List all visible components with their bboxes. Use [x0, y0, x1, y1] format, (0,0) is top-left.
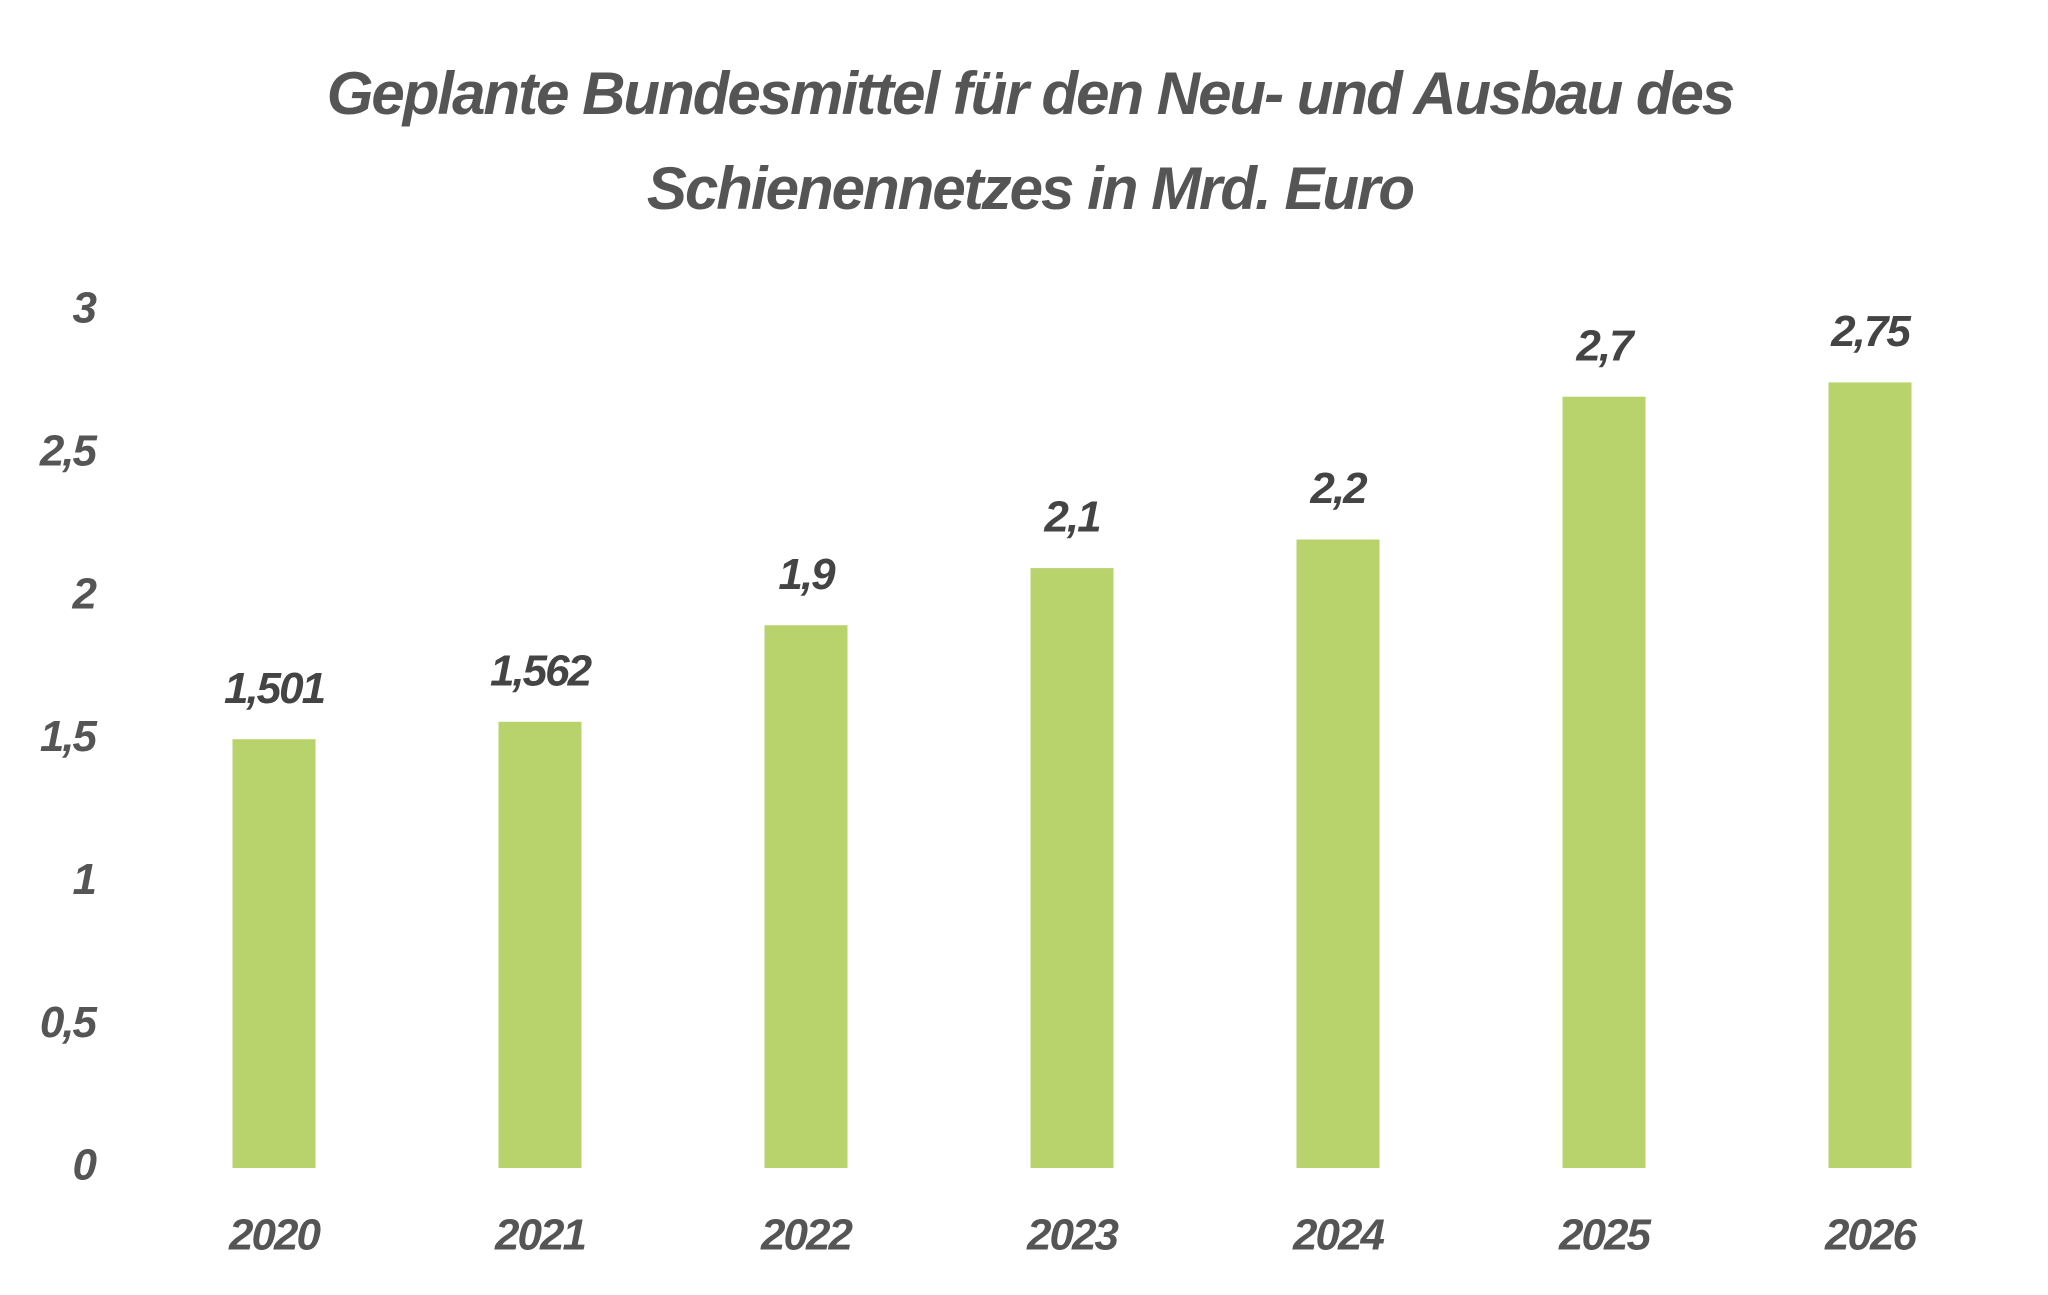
bar [1828, 382, 1912, 1169]
y-tick-label: 3 [73, 284, 97, 333]
y-tick-label: 2,5 [39, 426, 98, 475]
data-label: 2,7 [1575, 321, 1636, 370]
bar [232, 739, 316, 1168]
x-tick-label: 2021 [494, 1211, 585, 1260]
bar [1296, 539, 1380, 1168]
data-label: 1,562 [490, 646, 593, 695]
y-tick-label: 2 [72, 569, 98, 618]
x-tick-label: 2020 [228, 1211, 321, 1260]
data-label: 2,75 [1830, 307, 1911, 356]
bar [764, 625, 848, 1168]
y-tick-label: 0 [73, 1141, 98, 1190]
y-tick-label: 1 [73, 855, 96, 904]
x-tick-label: 2025 [1558, 1211, 1651, 1260]
bar [1562, 396, 1646, 1168]
data-label: 1,501 [224, 664, 325, 713]
data-label: 1,9 [778, 550, 836, 599]
x-tick-label: 2022 [760, 1211, 853, 1260]
data-label: 2,1 [1043, 493, 1100, 542]
title-line: Geplante Bundesmittel für den Neu- und A… [327, 60, 1734, 127]
bar [1030, 568, 1114, 1168]
data-label: 2,2 [1309, 464, 1368, 513]
chart-title: Geplante Bundesmittel für den Neu- und A… [327, 60, 1736, 222]
y-tick-label: 0,5 [40, 998, 98, 1047]
title-line: Schienennetzes in Mrd. Euro [647, 155, 1413, 222]
bar [498, 721, 582, 1168]
x-tick-label: 2023 [1026, 1211, 1118, 1260]
y-tick-label: 1,5 [40, 712, 98, 761]
x-tick-label: 2024 [1292, 1211, 1384, 1260]
x-tick-label: 2026 [1824, 1211, 1917, 1260]
